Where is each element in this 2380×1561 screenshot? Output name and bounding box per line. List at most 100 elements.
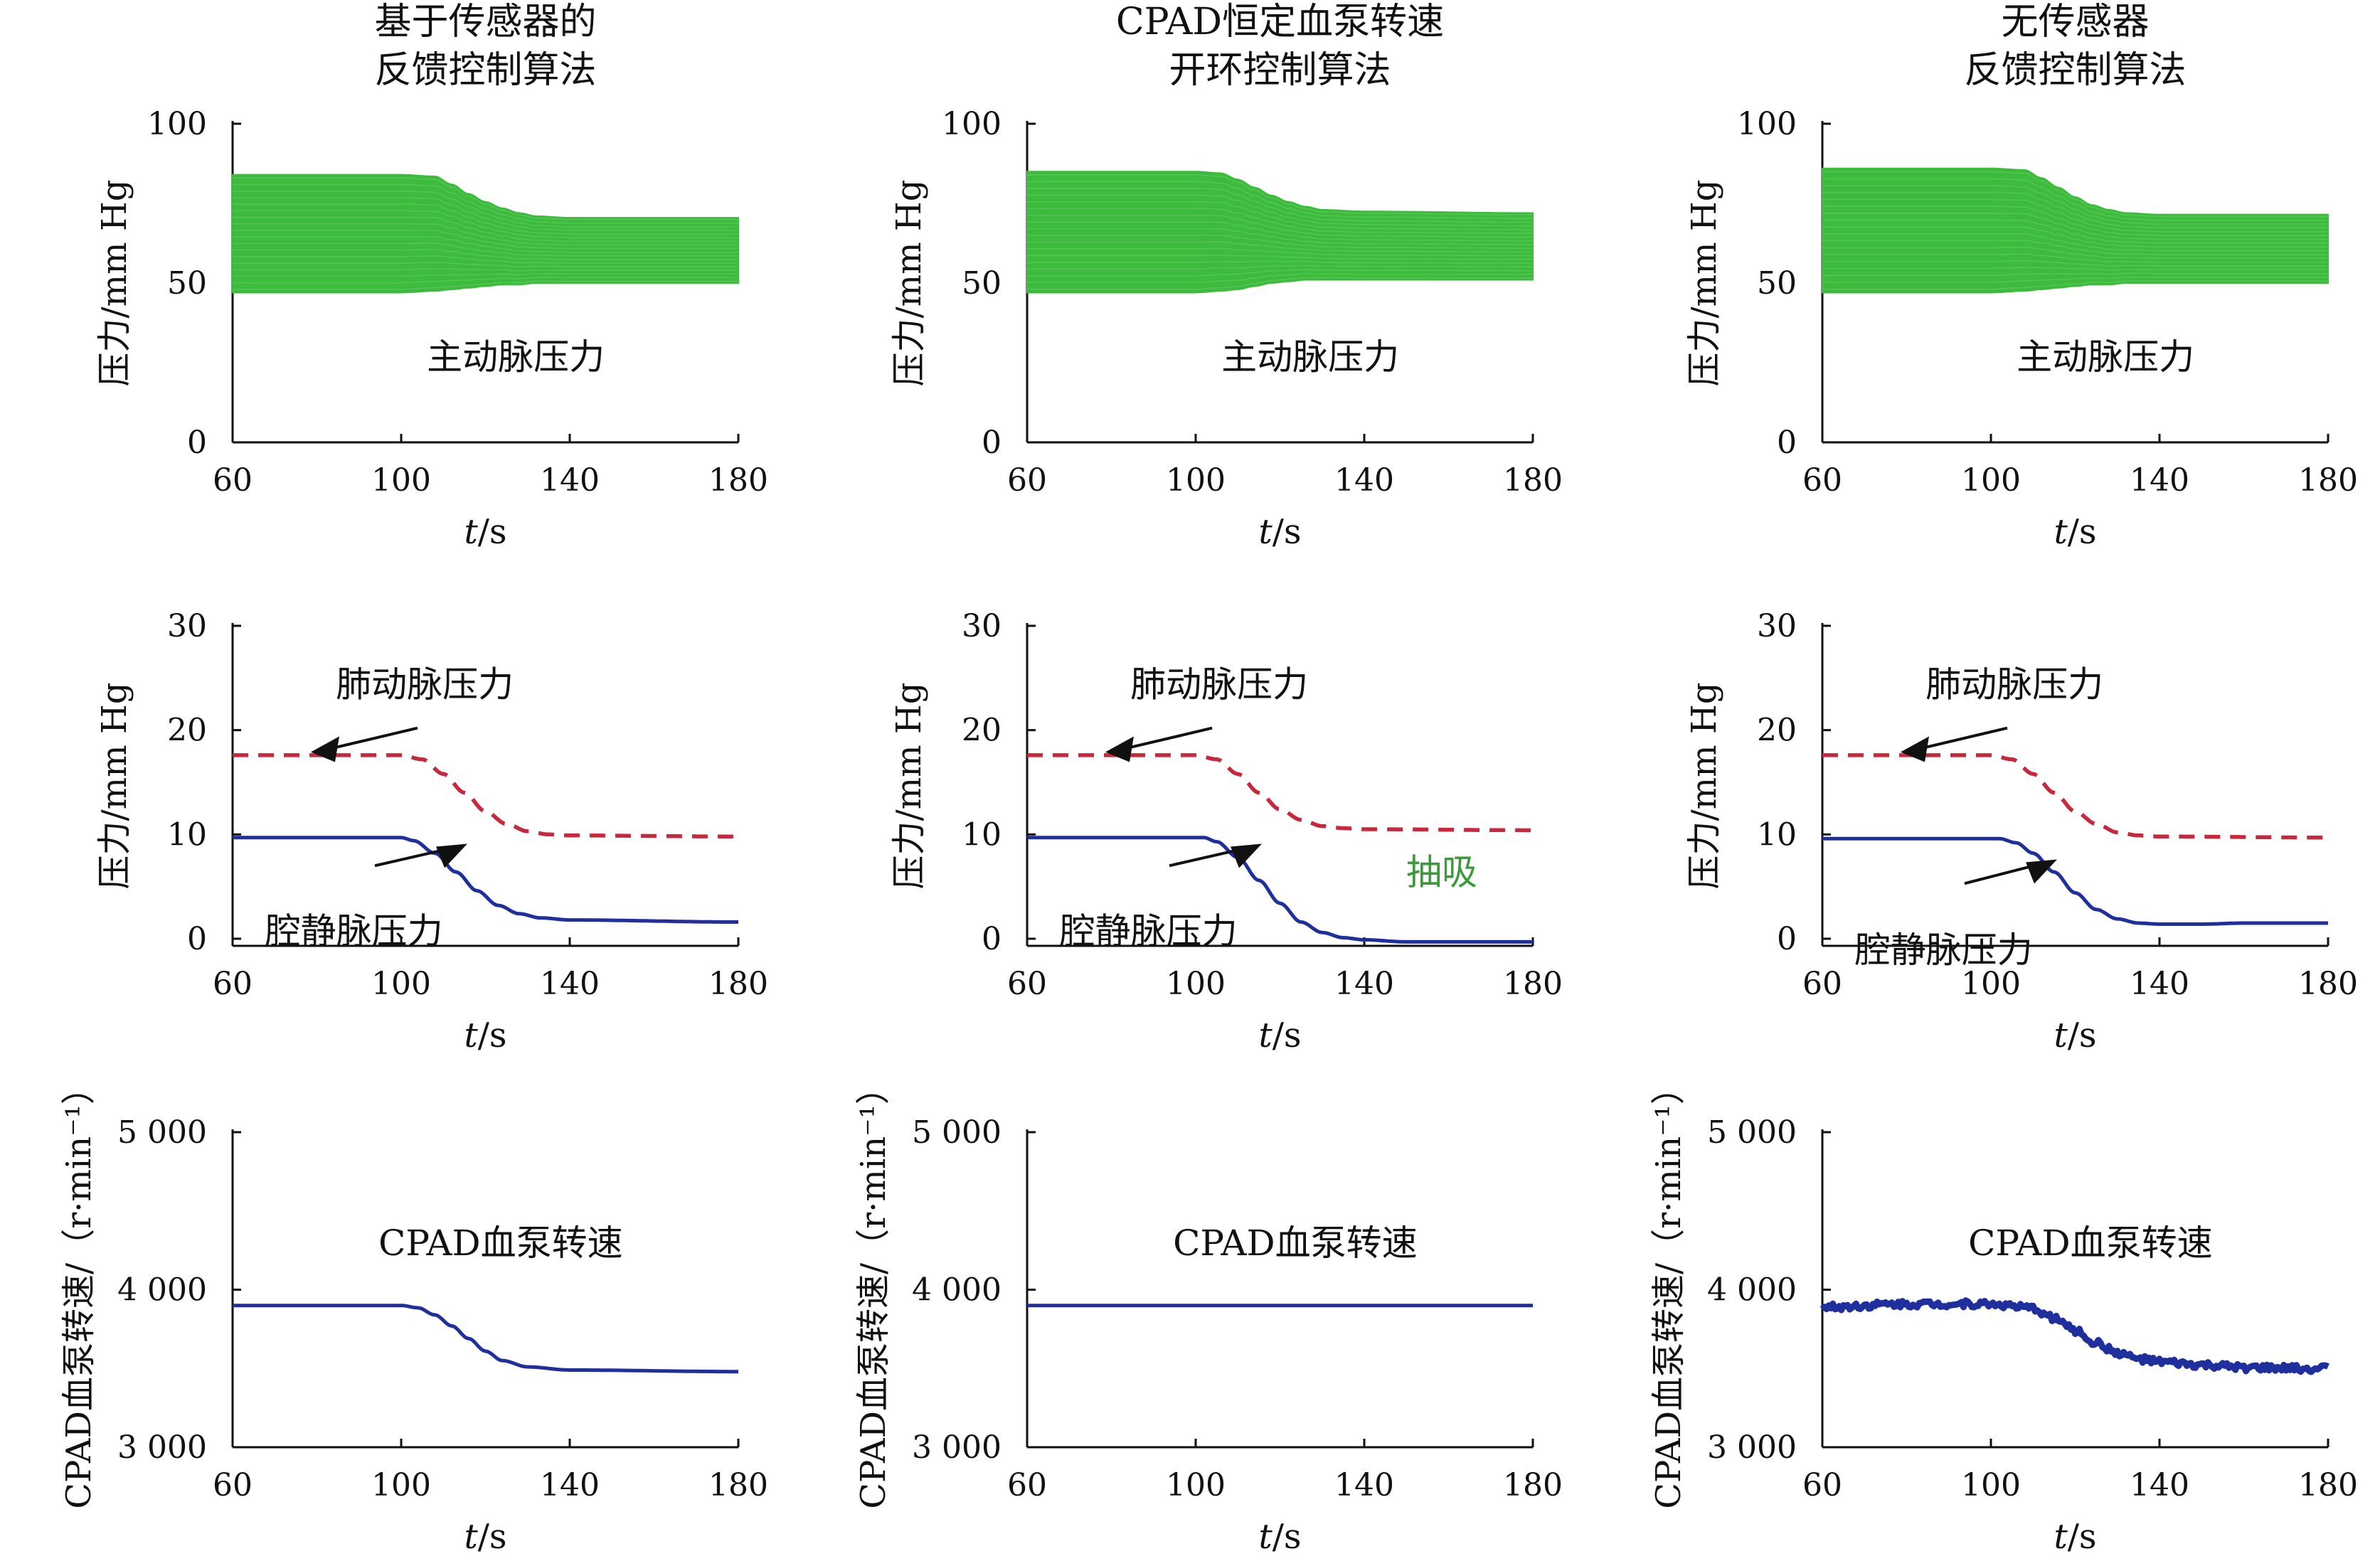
pulmonary-pressure-line [233,753,738,839]
x-tick-label: 60 [1007,1467,1047,1503]
x-axis-label-var: t [2054,1016,2068,1055]
chart-panel: 3 000 4 000 5 000 60 100 140 180 t/s CPAD血泵转速/（r… [59,1070,768,1557]
vena-cava-pressure-label: 腔静脉压力 [1855,929,2033,971]
chart-panel: 0 50 100 60 100 140 180 t/s 压力/mm Hg 主动脉压力 [1684,106,2358,552]
aortic-pulse-line [233,210,738,238]
vena-cava-pressure-label: 腔静脉压力 [1060,911,1238,952]
pulmonary-pressure-label: 肺动脉压力 [336,664,514,705]
x-axis-label-var: t [2054,512,2068,552]
y-tick-label: 50 [962,265,1002,302]
chart-panel: 0 50 100 60 100 140 180 t/s 压力/mm Hg 主动脉压力 [889,106,1563,552]
aortic-pulse-line [1027,228,1534,245]
aortic-pulse-line [1027,269,1534,277]
y-axis-label: 压力/mm Hg [1684,179,1724,386]
aortic-pulse-line [1822,206,2328,236]
aortic-pulse-line [1822,191,2328,229]
pulmonary-pressure-label: 肺动脉压力 [1130,664,1308,705]
y-axis-label: 压力/mm Hg [1684,682,1724,889]
y-tick-label: 3 000 [912,1429,1002,1466]
x-tick-label: 140 [2130,462,2189,499]
vena-cava-arrow-head [436,843,467,868]
aortic-pulse-line [1027,214,1534,238]
x-axis-label-unit: /s [478,512,507,552]
aortic-pressure-band [1026,171,1534,294]
pump-speed-label: CPAD血泵转速 [1968,1222,2213,1264]
y-tick-label: 0 [1777,921,1797,957]
aortic-pulse-line [1027,194,1534,227]
aortic-pressure-band [232,174,739,294]
x-tick-label: 100 [371,966,431,1002]
aortic-pulse-line [1027,241,1534,253]
chart-panel: 3 000 4 000 5 000 60 100 140 180 t/s CPAD血泵转速/（r… [1649,1070,2358,1557]
aortic-pulse-line [1822,226,2328,247]
x-tick-label: 180 [2298,462,2358,499]
x-axis-label-unit: /s [1273,1016,1302,1055]
aortic-pulse-line [1822,185,2328,225]
y-tick-label: 0 [187,921,207,957]
y-axis-label: 压力/mm Hg [95,179,134,386]
aortic-pulse-line [233,197,738,231]
aortic-pulse-line [1822,267,2328,271]
x-axis-label-var: t [1258,1016,1273,1055]
x-axis-label: t/s [2054,1517,2096,1557]
vena-cava-pressure-line [233,836,738,924]
y-axis-label: CPAD血泵转速/（r·min⁻¹） [1649,1070,1689,1509]
pulmonary-pressure-label: 肺动脉压力 [1925,664,2103,705]
y-tick-label: 30 [167,608,207,644]
x-axis-label: t/s [464,1517,506,1557]
aortic-pulse-line [1822,277,2328,283]
y-tick-label: 20 [1757,713,1797,749]
y-tick-label: 3 000 [1707,1429,1797,1466]
x-axis-label-var: t [464,512,478,552]
aortic-pulse-line [233,203,738,235]
y-axis-label: CPAD血泵转速/（r·min⁻¹） [59,1070,99,1509]
x-tick-label: 60 [1802,966,1842,1002]
x-tick-label: 100 [371,462,431,499]
aortic-pulse-line [233,273,738,277]
aortic-pulse-line [1822,219,2328,244]
aortic-pulse-line [1027,181,1534,220]
x-tick-label: 100 [371,1467,431,1503]
x-tick-label: 180 [708,966,768,1002]
aortic-pulse-line [1027,201,1534,230]
aortic-pulse-line [233,249,738,260]
aortic-pulse-line [1822,233,2328,252]
aortic-pulse-line [1027,247,1534,257]
y-axis-label: 压力/mm Hg [95,682,134,889]
y-tick-label: 10 [962,816,1002,853]
pump-speed-line [1819,1297,2329,1375]
x-axis-label-unit: /s [1273,1517,1302,1557]
y-axis-label: CPAD血泵转速/（r·min⁻¹） [854,1070,893,1509]
column-title-line: CPAD恒定血泵转速 [1116,1,1444,43]
x-axis-label-unit: /s [478,1517,507,1557]
x-tick-label: 60 [213,966,253,1002]
x-tick-label: 140 [540,462,600,499]
x-tick-label: 60 [1007,462,1047,499]
x-tick-label: 60 [1802,1467,1842,1503]
x-axis-label: t/s [1258,512,1301,552]
aortic-pulse-line [233,223,738,246]
x-tick-label: 100 [1166,462,1226,499]
x-axis-label-unit: /s [2068,1517,2097,1557]
y-tick-label: 100 [942,106,1002,142]
x-tick-label: 100 [1961,966,2021,1002]
y-tick-label: 4 000 [912,1272,1002,1309]
x-tick-label: 100 [1166,966,1226,1002]
x-tick-label: 180 [708,1467,768,1503]
aortic-pulse-line [1027,273,1534,284]
y-tick-label: 100 [1737,106,1797,142]
aortic-pulse-line [233,280,738,290]
aortic-pulse-line [233,230,738,250]
aortic-pulse-line [233,216,738,243]
aortic-pulse-line [1027,277,1534,290]
y-tick-label: 0 [982,921,1002,957]
aortic-pulse-texture [233,177,738,290]
aortic-pulse-line [1027,208,1534,234]
aortic-pulse-line [1822,253,2328,263]
x-axis-label-unit: /s [2068,1016,2097,1055]
aortic-pulse-line [1822,198,2328,233]
y-tick-label: 4 000 [1707,1272,1797,1309]
